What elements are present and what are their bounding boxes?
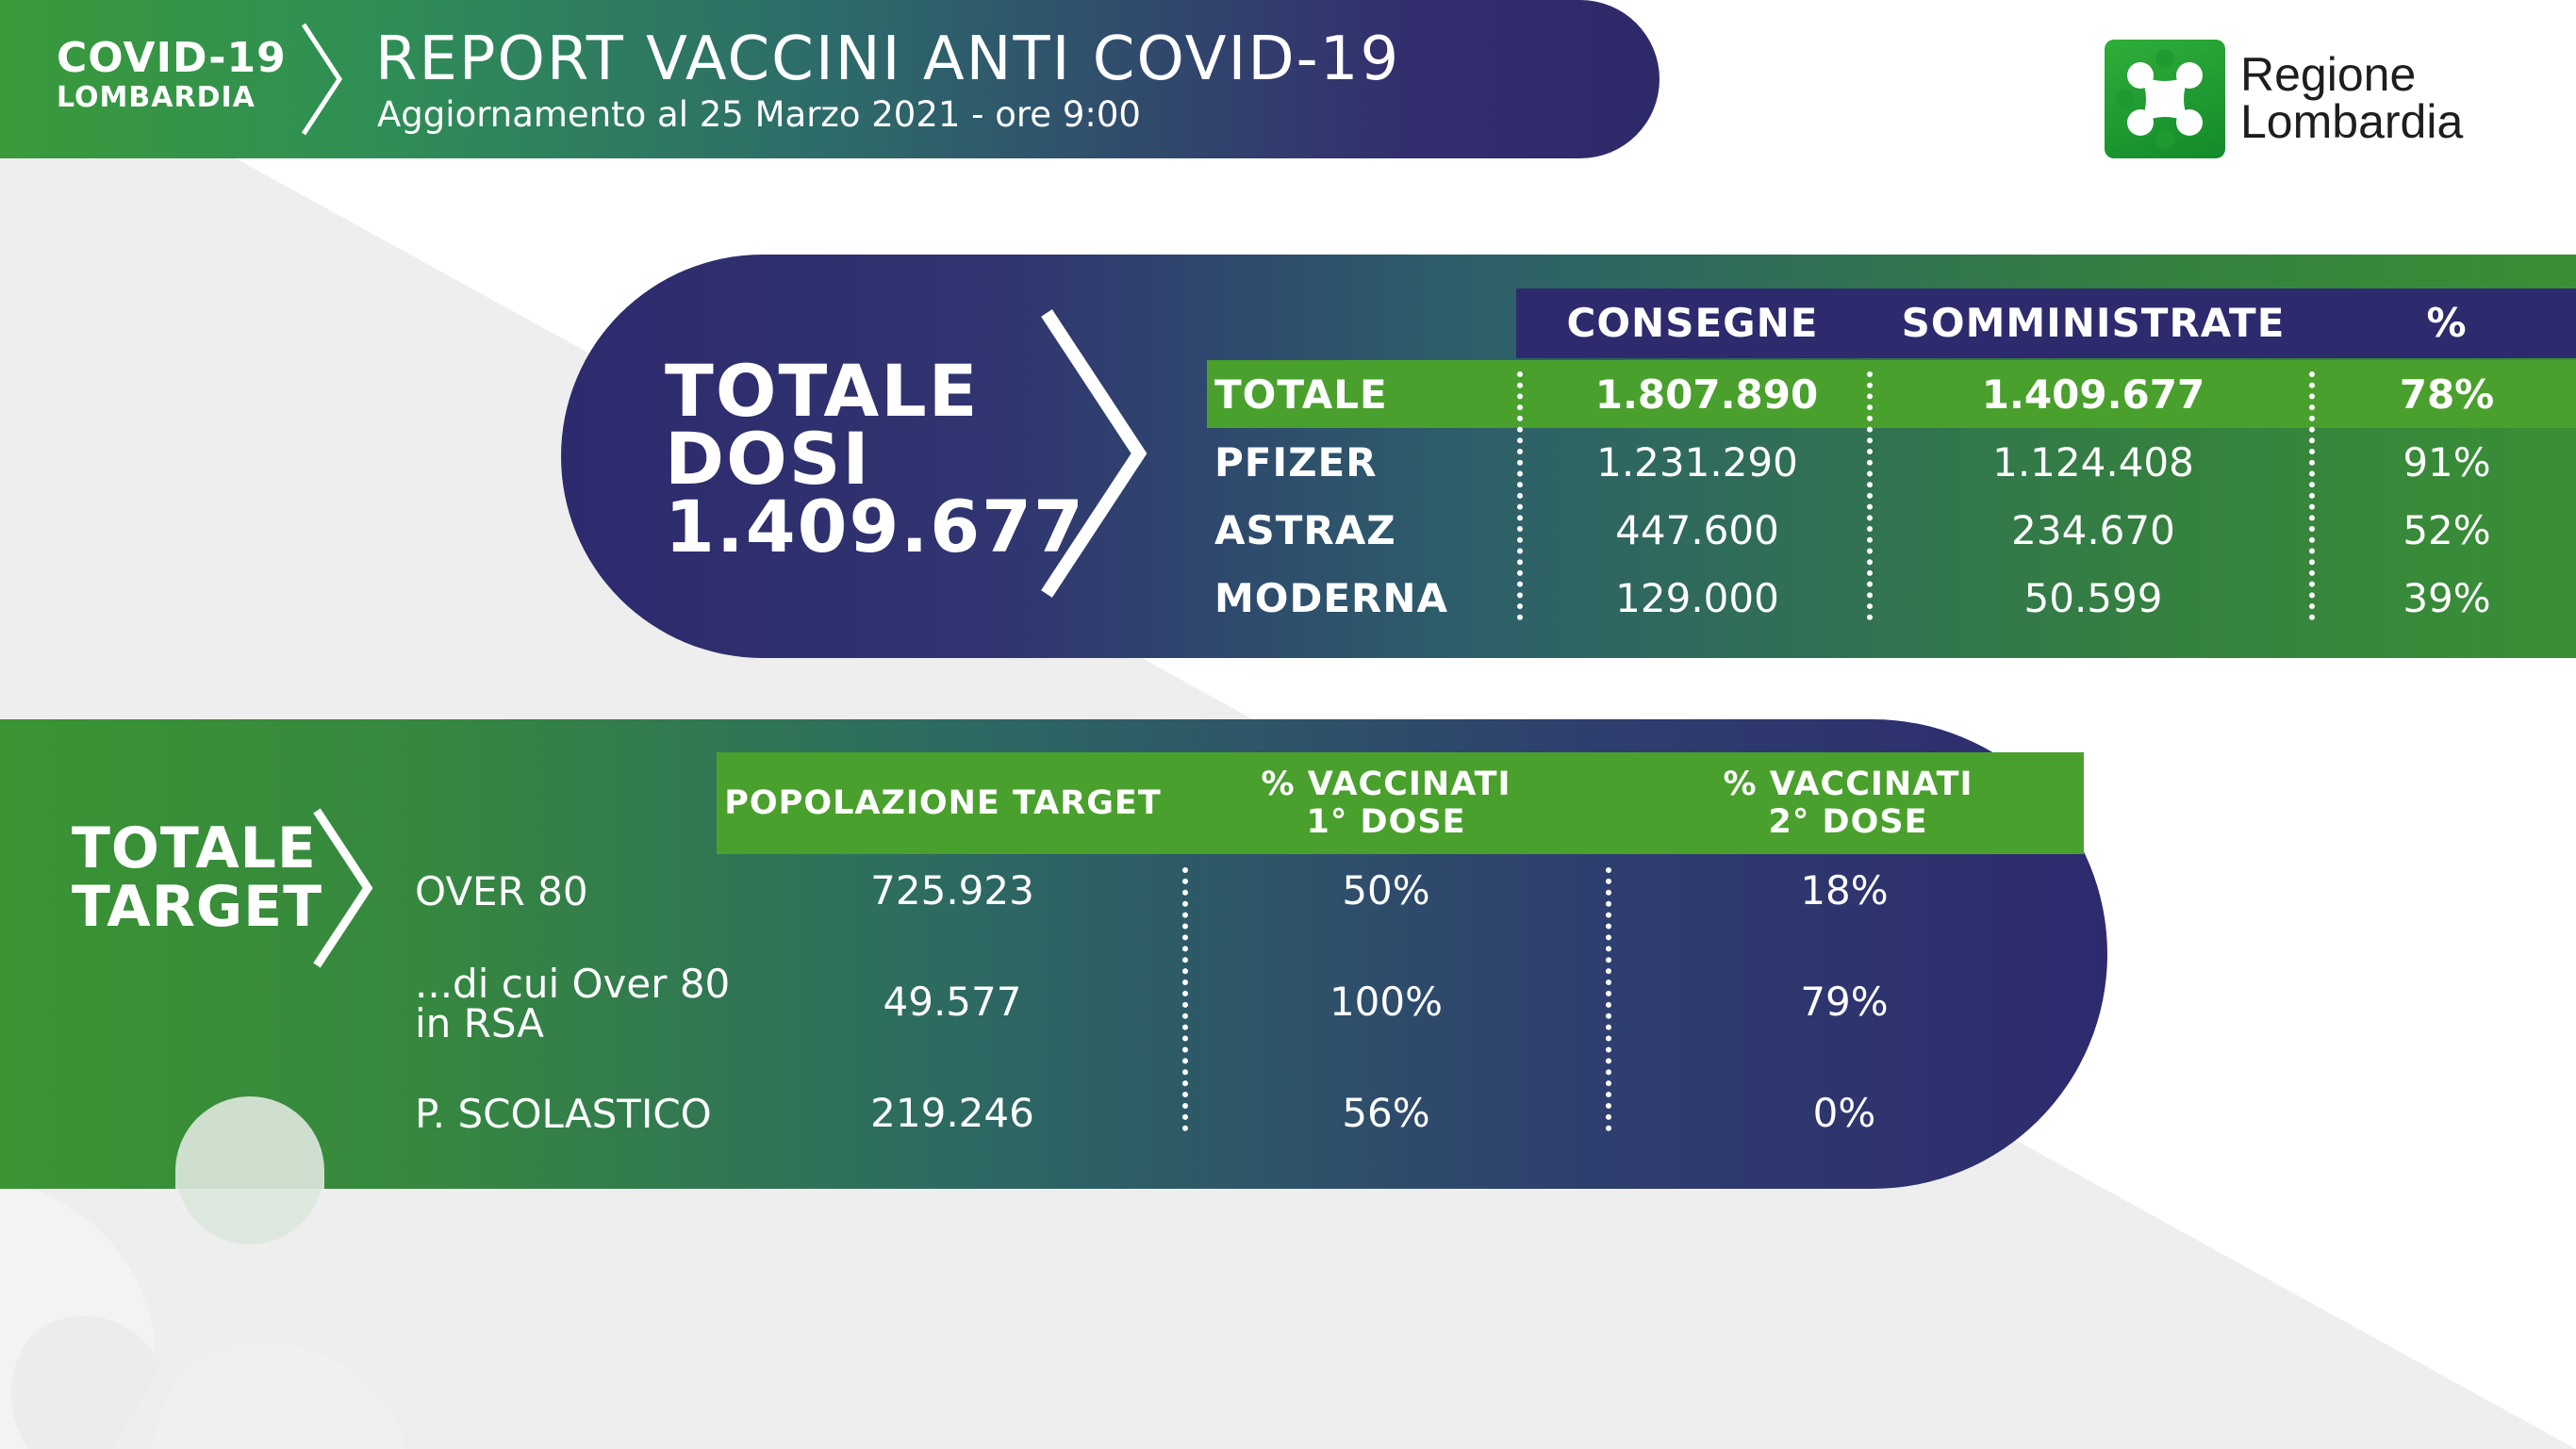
cell-consegne: 1.807.890 (1594, 371, 1819, 418)
region-label: LOMBARDIA (57, 81, 256, 114)
row-label-over80-rsa-line2: in RSA (415, 1000, 544, 1046)
chevron-right-icon (1041, 309, 1148, 598)
cell-popolazione: 49.577 (883, 979, 1022, 1025)
col-header-percent: % (2426, 300, 2468, 346)
target-table-header-bar (717, 752, 2084, 854)
column-divider (1517, 371, 1523, 620)
cell-percent: 39% (2403, 575, 2491, 621)
header-banner (0, 0, 1660, 158)
cell-somministrate: 234.670 (2011, 507, 2175, 553)
row-label-pfizer: PFIZER (1214, 439, 1378, 486)
update-timestamp: Aggiornamento al 25 Marzo 2021 - ore 9:0… (377, 94, 1141, 135)
column-divider (1182, 867, 1188, 1131)
doses-headline-line2: DOSI (665, 417, 871, 501)
chevron-right-icon (313, 808, 373, 968)
doses-table-header-bar (1516, 288, 2576, 358)
cell-popolazione: 725.923 (870, 867, 1034, 914)
cell-dose1: 100% (1329, 979, 1444, 1025)
cell-dose2: 0% (1812, 1090, 1876, 1136)
col-header-dose2-line1: % VACCINATI (1723, 766, 1973, 803)
cell-consegne: 129.000 (1615, 575, 1779, 621)
col-header-dose1-line2: 1° DOSE (1306, 803, 1466, 841)
decorative-circle (175, 1096, 324, 1189)
cell-dose1: 50% (1342, 867, 1430, 914)
row-label-totale: TOTALE (1214, 371, 1388, 418)
cell-percent: 52% (2403, 507, 2491, 553)
row-label-moderna: MODERNA (1214, 575, 1449, 621)
col-header-popolazione: POPOLAZIONE TARGET (724, 784, 1162, 822)
logo-text-regione: Regione (2240, 48, 2417, 101)
col-header-dose2-line2: 2° DOSE (1768, 803, 1928, 841)
cell-somministrate: 50.599 (2023, 575, 2163, 621)
regione-lombardia-logo (2105, 40, 2225, 158)
row-label-over80: OVER 80 (415, 868, 588, 914)
col-header-somministrate: SOMMINISTRATE (1901, 300, 2286, 346)
cell-dose1: 56% (1342, 1090, 1430, 1136)
cell-somministrate: 1.409.677 (1981, 371, 2205, 418)
cell-consegne: 447.600 (1615, 507, 1779, 553)
logo-text-lombardia: Lombardia (2240, 95, 2464, 148)
rosa-camuna-icon (2116, 49, 2214, 149)
doses-headline-line1: TOTALE (665, 349, 980, 433)
cell-popolazione: 219.246 (870, 1090, 1034, 1136)
covid-label: COVID-19 (57, 34, 287, 82)
cell-dose2: 18% (1800, 867, 1889, 914)
column-divider (1867, 371, 1873, 620)
column-divider (1606, 867, 1611, 1131)
target-headline-line1: TOTALE (72, 815, 317, 881)
doses-total-row-highlight (1207, 360, 2576, 428)
cell-dose2: 79% (1800, 979, 1889, 1025)
column-divider (2309, 371, 2315, 620)
col-header-dose1-line1: % VACCINATI (1261, 766, 1511, 803)
cell-percent: 91% (2403, 439, 2491, 486)
col-header-consegne: CONSEGNE (1566, 300, 1819, 346)
row-label-p-scolastico: P. SCOLASTICO (415, 1091, 712, 1137)
row-label-over80-rsa: ...di cui Over 80 (415, 961, 731, 1007)
cell-consegne: 1.231.290 (1596, 439, 1798, 486)
doses-headline-value: 1.409.677 (665, 485, 1085, 568)
cell-somministrate: 1.124.408 (1992, 439, 2194, 486)
page-title: REPORT VACCINI ANTI COVID-19 (375, 25, 1401, 94)
row-label-astraz: ASTRAZ (1214, 507, 1396, 553)
chevron-right-icon (301, 23, 342, 136)
target-headline-line2: TARGET (72, 874, 323, 940)
cell-percent: 78% (2399, 371, 2495, 418)
